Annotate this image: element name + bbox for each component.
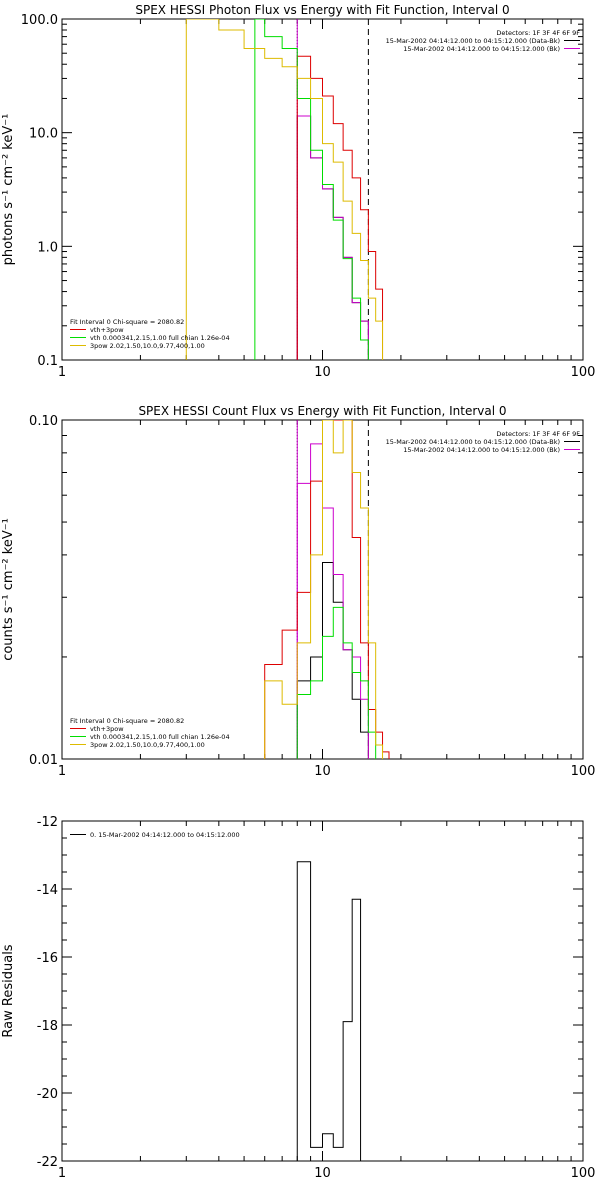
y-tick-label: 0.01 <box>29 753 58 768</box>
y-tick-label: 0.1 <box>37 354 58 369</box>
y-axis: 0.01 0.10 <box>29 414 583 768</box>
legend-entry-label: 15-Mar-2002 04:14:12.000 to 04:15:12.000… <box>386 37 560 45</box>
x-tick-label: 1 <box>58 365 66 380</box>
series-group <box>296 861 362 1161</box>
legend-header: Fit Interval 0 Chi-square = 2080.82 <box>70 717 184 725</box>
legend-legend_bottomleft: Fit Interval 0 Chi-square = 2080.82vth+3… <box>70 717 230 749</box>
y-axis: -22 -20 -18 -16 -14 -12 <box>37 815 583 1170</box>
legend-entry-label: vth 0.000341,2.15,1.00 full chian 1.26e-… <box>90 334 230 342</box>
x-axis: 1 10 100 <box>58 420 596 779</box>
legend-header: Fit Interval 0 Chi-square = 2080.82 <box>70 318 184 326</box>
x-tick-label: 100 <box>571 1166 596 1181</box>
y-tick-label: 10.0 <box>29 127 58 142</box>
plot-frame <box>61 18 584 361</box>
series-0-histogram <box>296 561 369 759</box>
chart-panel-2: Raw Residuals 1 10 100 -22 -20 -18 -16 -14 -12 0. … <box>1 815 595 1181</box>
legend-legend_bottomleft: Fit Interval 0 Chi-square = 2080.82vth+3… <box>70 318 230 350</box>
legend-entry-label: 3pow 2.02,1.50,10.0,9.77,400,1.00 <box>90 741 205 749</box>
x-axis: 1 10 100 <box>58 821 596 1181</box>
x-tick-label: 10 <box>314 365 331 380</box>
legend-entry-label: 0. 15-Mar-2002 04:14:12.000 to 04:15:12.… <box>90 831 240 839</box>
y-axis-label: photons s⁻¹ cm⁻² keV⁻¹ <box>1 114 16 266</box>
y-tick-label: -14 <box>37 883 58 898</box>
series-2-histogram <box>296 55 384 360</box>
x-tick-label: 100 <box>571 365 596 380</box>
y-tick-label: -22 <box>37 1155 58 1170</box>
chart-panel-1: SPEX HESSI Count Flux vs Energy with Fit… <box>1 404 595 779</box>
legend-header: Detectors: 1F 3F 4F 6F 9F <box>496 29 580 37</box>
series-4-histogram <box>185 19 384 360</box>
chart-panel-0: SPEX HESSI Photon Flux vs Energy with Fi… <box>1 3 595 380</box>
series-3-histogram <box>254 19 369 360</box>
y-tick-label: -12 <box>37 815 58 830</box>
series-3-histogram <box>296 606 377 759</box>
legend-entry-label: vth+3pow <box>90 326 124 334</box>
chart-title: SPEX HESSI Photon Flux vs Energy with Fi… <box>135 3 509 17</box>
x-tick-label: 1 <box>58 1166 66 1181</box>
series-group <box>185 19 384 360</box>
y-tick-label: -20 <box>37 1087 58 1102</box>
legend-entry-label: 15-Mar-2002 04:14:12.000 to 04:15:12.000… <box>403 45 560 53</box>
x-tick-label: 100 <box>571 764 596 779</box>
y-axis-label: Raw Residuals <box>1 944 16 1037</box>
y-tick-label: 0.10 <box>29 414 58 429</box>
legend-entry-label: 15-Mar-2002 04:14:12.000 to 04:15:12.000… <box>386 438 560 446</box>
x-tick-label: 1 <box>58 764 66 779</box>
plot-frame <box>61 820 584 1162</box>
legend-header: Detectors: 1F 3F 4F 6F 9F <box>496 430 580 438</box>
y-axis-label: counts s⁻¹ cm⁻² keV⁻¹ <box>1 518 16 661</box>
y-tick-label: -16 <box>37 951 58 966</box>
legend-entry-label: vth+3pow <box>90 725 124 733</box>
y-tick-label: -18 <box>37 1019 58 1034</box>
chart-title: SPEX HESSI Count Flux vs Energy with Fit… <box>138 404 506 418</box>
legend-entry-label: vth 0.000341,2.15,1.00 full chian 1.26e-… <box>90 733 230 741</box>
x-tick-label: 10 <box>314 764 331 779</box>
x-tick-label: 10 <box>314 1166 331 1181</box>
legend-entry-label: 3pow 2.02,1.50,10.0,9.77,400,1.00 <box>90 342 205 350</box>
series-0-histogram <box>296 861 362 1161</box>
series-2-histogram <box>264 420 390 759</box>
series-4-histogram <box>264 420 384 759</box>
legend-legend_topleft: 0. 15-Mar-2002 04:14:12.000 to 04:15:12.… <box>70 831 240 839</box>
y-tick-label: 1.0 <box>37 240 58 255</box>
series-group <box>264 420 390 759</box>
y-axis: 0.1 1.0 10.0 100.0 <box>21 13 583 369</box>
legend-entry-label: 15-Mar-2002 04:14:12.000 to 04:15:12.000… <box>403 446 560 454</box>
y-tick-label: 100.0 <box>21 13 58 28</box>
